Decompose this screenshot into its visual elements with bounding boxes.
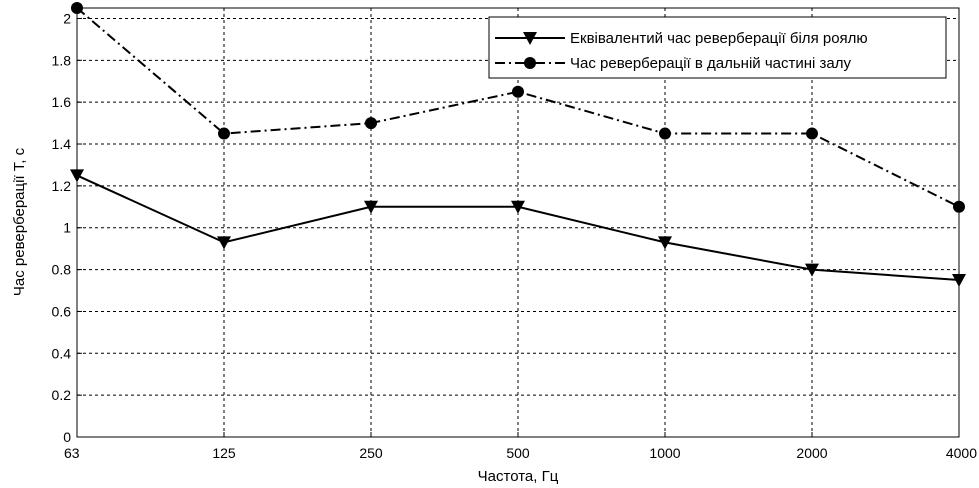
series-2-point [659, 128, 671, 140]
y-tick-label: 0.4 [52, 345, 72, 361]
y-tick-label: 1.4 [52, 136, 72, 152]
series-2-point [512, 86, 524, 98]
y-tick-label: 1.8 [52, 52, 72, 68]
series-2-point [806, 128, 818, 140]
x-tick-label: 250 [359, 445, 383, 461]
legend: Еквівалентий час реверберації біля роялю… [489, 17, 946, 78]
y-tick-label: 0 [63, 429, 71, 445]
legend-marker-series-2 [524, 57, 536, 69]
y-tick-label: 1.2 [52, 178, 72, 194]
series-2-point [218, 128, 230, 140]
series-2-point [365, 117, 377, 129]
x-tick-label: 2000 [796, 445, 827, 461]
y-tick-label: 0.2 [52, 387, 72, 403]
legend-label-series-1: Еквівалентий час реверберації біля роялю [570, 30, 868, 47]
x-tick-label: 125 [212, 445, 236, 461]
legend-label-series-2: Час реверберації в дальній частині залу [570, 55, 852, 72]
y-tick-label: 0.6 [52, 303, 72, 319]
x-tick-labels: 63 125 250 500 1000 2000 4000 [64, 445, 977, 461]
y-tick-label: 2 [63, 10, 71, 26]
x-tick-label: 63 [64, 445, 80, 461]
x-tick-label: 4000 [946, 445, 977, 461]
x-tick-label: 500 [506, 445, 530, 461]
y-axis-label: Час реверберації T, с [11, 147, 28, 296]
y-tick-label: 0.8 [52, 262, 72, 278]
y-tick-label: 1.6 [52, 94, 72, 110]
y-tick-label: 1 [63, 220, 71, 236]
y-tick-labels: 0 0.2 0.4 0.6 0.8 1 1.2 1.4 1.6 1.8 2 [52, 10, 72, 445]
x-axis-label: Частота, Гц [478, 468, 559, 485]
x-tick-label: 1000 [649, 445, 680, 461]
